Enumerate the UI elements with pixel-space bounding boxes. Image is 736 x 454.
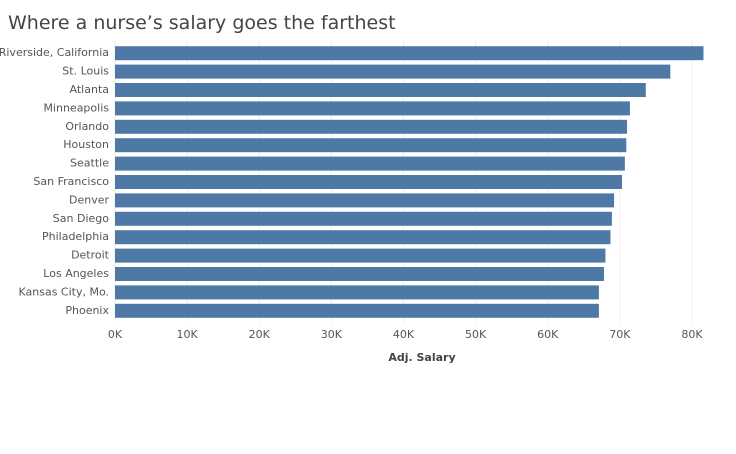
bar bbox=[115, 175, 622, 189]
y-tick-label: Seattle bbox=[70, 157, 109, 170]
x-tick-label: 10K bbox=[177, 328, 199, 341]
bar bbox=[115, 46, 704, 61]
bar bbox=[115, 193, 615, 208]
x-tick-label: 0K bbox=[108, 328, 123, 341]
bar bbox=[115, 101, 630, 116]
x-tick-label: 70K bbox=[609, 328, 631, 341]
y-tick-label: St. Louis bbox=[62, 65, 109, 78]
bar bbox=[115, 248, 606, 263]
y-tick-label: Houston bbox=[63, 138, 109, 151]
x-tick-label: 40K bbox=[393, 328, 415, 341]
bar bbox=[115, 230, 611, 245]
y-tick-label: Orlando bbox=[65, 120, 109, 133]
chart-title: Where a nurse’s salary goes the farthest bbox=[8, 12, 396, 34]
x-tick-label: 20K bbox=[249, 328, 271, 341]
y-tick-label: Kansas City, Mo. bbox=[18, 285, 109, 298]
y-tick-label: San Diego bbox=[53, 212, 109, 225]
x-tick-label: 30K bbox=[321, 328, 343, 341]
y-tick-label: Detroit bbox=[71, 249, 110, 262]
y-tick-label: Phoenix bbox=[65, 304, 109, 317]
y-tick-label: Atlanta bbox=[70, 83, 109, 96]
x-tick-label: 50K bbox=[465, 328, 487, 341]
bar bbox=[115, 303, 599, 318]
bar bbox=[115, 267, 604, 281]
y-tick-label: Philadelphia bbox=[42, 230, 109, 243]
y-tick-label: Riverside, California bbox=[0, 46, 109, 59]
x-tick-label: 60K bbox=[537, 328, 559, 341]
bar bbox=[115, 64, 671, 79]
bar bbox=[115, 285, 599, 300]
bar bbox=[115, 83, 646, 97]
bar bbox=[115, 211, 612, 226]
y-tick-label: Minneapolis bbox=[43, 101, 109, 114]
x-axis-title: Adj. Salary bbox=[388, 351, 455, 364]
bar bbox=[115, 138, 627, 153]
y-tick-label: Los Angeles bbox=[43, 267, 109, 280]
bar bbox=[115, 119, 628, 134]
bar bbox=[115, 156, 625, 171]
x-tick-label: 80K bbox=[681, 328, 703, 341]
y-tick-label: Denver bbox=[69, 193, 109, 206]
y-tick-label: San Francisco bbox=[33, 175, 109, 188]
